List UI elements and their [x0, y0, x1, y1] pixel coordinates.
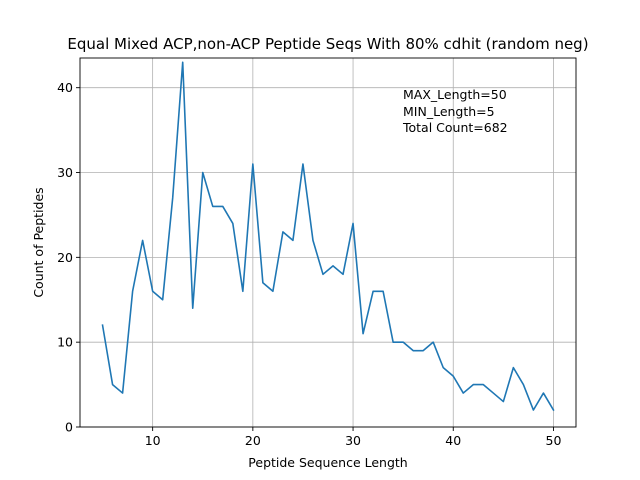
x-tick-label: 50	[546, 433, 562, 448]
x-tick-label: 30	[345, 433, 361, 448]
y-tick-label: 20	[57, 250, 73, 265]
y-tick-label: 30	[57, 165, 73, 180]
x-tick-label: 10	[145, 433, 161, 448]
grid-layer	[80, 58, 576, 428]
y-axis-label: Count of Peptides	[31, 187, 46, 297]
annotation-total-count: Total Count=682	[402, 120, 508, 135]
x-tick-label: 20	[245, 433, 261, 448]
y-tick-label: 40	[57, 80, 73, 95]
plot-frame	[79, 57, 577, 428]
series-layer	[101, 61, 555, 412]
x-tick-label: 40	[445, 433, 461, 448]
ticks-layer: 10 20 30 40 50 0 10 20 30 40	[57, 80, 561, 448]
annotation-min-length: MIN_Length=5	[403, 104, 495, 119]
y-tick-label: 0	[65, 420, 73, 435]
series-line	[101, 61, 555, 412]
x-axis-label: Peptide Sequence Length	[248, 455, 407, 470]
chart-title: Equal Mixed ACP,non-ACP Peptide Seqs Wit…	[67, 35, 588, 53]
y-tick-label: 10	[57, 335, 73, 350]
annotation-max-length: MAX_Length=50	[403, 87, 507, 102]
